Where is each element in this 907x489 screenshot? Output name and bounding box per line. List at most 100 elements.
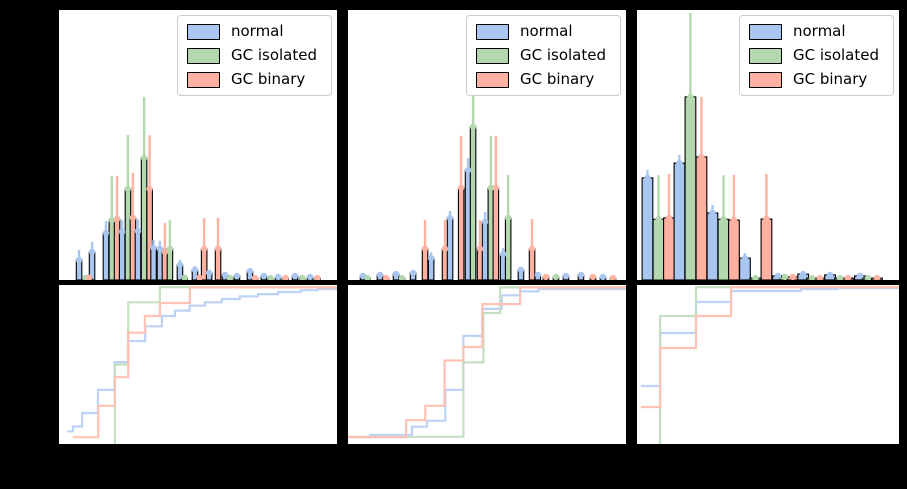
hist-bar-normal xyxy=(706,212,719,280)
marker-dot-GC-isolated xyxy=(655,216,662,223)
hist-bar-GC-binary xyxy=(663,217,675,280)
marker-dot-GC-binary xyxy=(698,153,705,161)
legend-label-normal: normal xyxy=(792,22,846,40)
marker-dot-GC-isolated xyxy=(124,185,132,193)
panel-1-cdf-axes xyxy=(59,285,337,444)
panel-3-histogram-axes: normal GC isolated GC binary xyxy=(637,10,899,283)
marker-dot-GC-binary xyxy=(589,273,597,280)
marker-dot-GC-binary xyxy=(844,274,852,280)
marker-dot-GC-binary xyxy=(730,216,738,224)
marker-dot-normal xyxy=(534,271,542,279)
marker-dot-GC-isolated xyxy=(469,123,477,131)
panel-3-legend: normal GC isolated GC binary xyxy=(738,15,894,96)
marker-dot-GC-isolated xyxy=(166,245,174,253)
marker-dot-GC-isolated xyxy=(808,274,816,280)
panel-3-hist-svg xyxy=(641,13,883,280)
cdf-line-GC-binary xyxy=(640,285,899,409)
marker-dot-GC-binary xyxy=(492,184,500,192)
marker-dot-GC-isolated xyxy=(267,274,274,280)
marker-dot-GC-isolated xyxy=(504,214,512,222)
marker-dot-GC-isolated xyxy=(752,274,759,280)
marker-dot-GC-binary xyxy=(314,274,321,280)
marker-dot-normal xyxy=(233,272,241,280)
marker-dot-normal xyxy=(427,254,435,262)
panel-3-cdf-svg xyxy=(640,285,899,444)
marker-dot-normal xyxy=(191,266,199,274)
marker-dot-GC-binary xyxy=(146,185,153,193)
hist-errorbars-group xyxy=(75,96,321,280)
legend-row-gc-binary: GC binary xyxy=(475,71,606,88)
legend-label-gc-isolated: GC isolated xyxy=(519,46,606,64)
marker-dot-normal xyxy=(464,166,472,174)
marker-dot-GC-binary xyxy=(528,245,536,253)
marker-dot-GC-binary xyxy=(382,274,390,280)
hist-bar-GC-isolated xyxy=(652,218,665,280)
marker-dot-normal xyxy=(156,245,164,253)
legend-swatch-gc-binary xyxy=(748,71,782,88)
marker-dot-GC-isolated xyxy=(552,273,560,280)
hist-bar-normal xyxy=(641,177,654,280)
marker-dot-GC-isolated xyxy=(364,274,371,280)
legend-swatch-normal xyxy=(748,23,782,40)
marker-dot-GC-isolated xyxy=(864,274,872,280)
marker-dot-GC-binary xyxy=(129,214,137,222)
marker-dot-GC-binary xyxy=(816,274,824,280)
marker-dot-GC-binary xyxy=(542,273,550,280)
marker-dot-GC-binary xyxy=(113,215,121,223)
cdf-line-GC-isolated xyxy=(659,285,899,444)
marker-dot-normal xyxy=(517,266,525,274)
cdf-line-GC-binary xyxy=(348,286,626,439)
marker-dot-GC-binary xyxy=(609,274,617,280)
marker-dot-GC-isolated xyxy=(720,216,727,223)
marker-dot-GC-isolated xyxy=(687,93,694,101)
marker-dot-GC-binary xyxy=(665,214,673,222)
hist-errorbars-group xyxy=(359,29,617,280)
panel-2-legend: normal GC isolated GC binary xyxy=(465,15,621,96)
marker-dot-normal xyxy=(260,272,268,280)
panel-1-cdf-svg xyxy=(67,285,337,444)
panel-2-cdf-svg xyxy=(348,286,626,439)
hist-bar-normal xyxy=(739,257,751,280)
marker-dot-normal xyxy=(562,272,570,280)
marker-dot-GC-isolated xyxy=(487,184,495,192)
cdf-line-GC-isolated xyxy=(113,285,337,444)
legend-row-normal: normal xyxy=(748,22,879,40)
marker-dot-GC-binary xyxy=(873,274,881,280)
marker-dot-GC-binary xyxy=(763,215,770,223)
legend-swatch-gc-binary xyxy=(186,71,220,88)
marker-dot-GC-isolated xyxy=(181,274,188,280)
hist-bars-group xyxy=(359,126,617,280)
marker-dot-normal xyxy=(826,271,834,279)
legend-swatch-normal xyxy=(475,23,509,40)
legend-swatch-normal xyxy=(186,23,220,40)
marker-dot-normal xyxy=(88,248,96,256)
hist-bar-GC-isolated xyxy=(140,157,148,280)
hist-bar-GC-binary xyxy=(457,187,465,280)
hist-bars-group xyxy=(641,96,883,280)
marker-dot-normal xyxy=(709,209,716,217)
marker-dot-GC-binary xyxy=(85,274,93,280)
marker-dot-GC-isolated xyxy=(108,216,115,224)
hist-bar-normal xyxy=(673,162,686,280)
legend-row-normal: normal xyxy=(186,23,317,40)
marker-dot-normal xyxy=(274,273,282,280)
marker-dot-normal xyxy=(644,174,651,182)
hist-bar-normal xyxy=(481,221,489,280)
marker-dot-GC-binary xyxy=(421,245,429,253)
legend-label-gc-isolated: GC isolated xyxy=(230,46,317,64)
marker-dot-GC-binary xyxy=(282,274,289,280)
marker-dot-normal xyxy=(774,272,782,280)
marker-dot-GC-isolated xyxy=(140,154,148,162)
hist-bar-GC-binary xyxy=(528,248,536,280)
marker-dot-GC-isolated xyxy=(836,274,844,280)
marker-dot-normal xyxy=(134,227,142,235)
marker-dot-GC-binary xyxy=(476,245,484,253)
marker-dot-normal xyxy=(306,273,314,280)
panel-1-histogram-axes: normal GC isolated GC binary xyxy=(59,10,337,283)
hist-bar-GC-binary xyxy=(492,187,500,280)
hist-bar-GC-isolated xyxy=(469,126,477,280)
marker-dot-normal xyxy=(577,271,585,279)
hist-bar-normal xyxy=(118,231,126,280)
hist-bar-normal xyxy=(134,230,142,280)
marker-dot-GC-isolated xyxy=(226,274,234,280)
